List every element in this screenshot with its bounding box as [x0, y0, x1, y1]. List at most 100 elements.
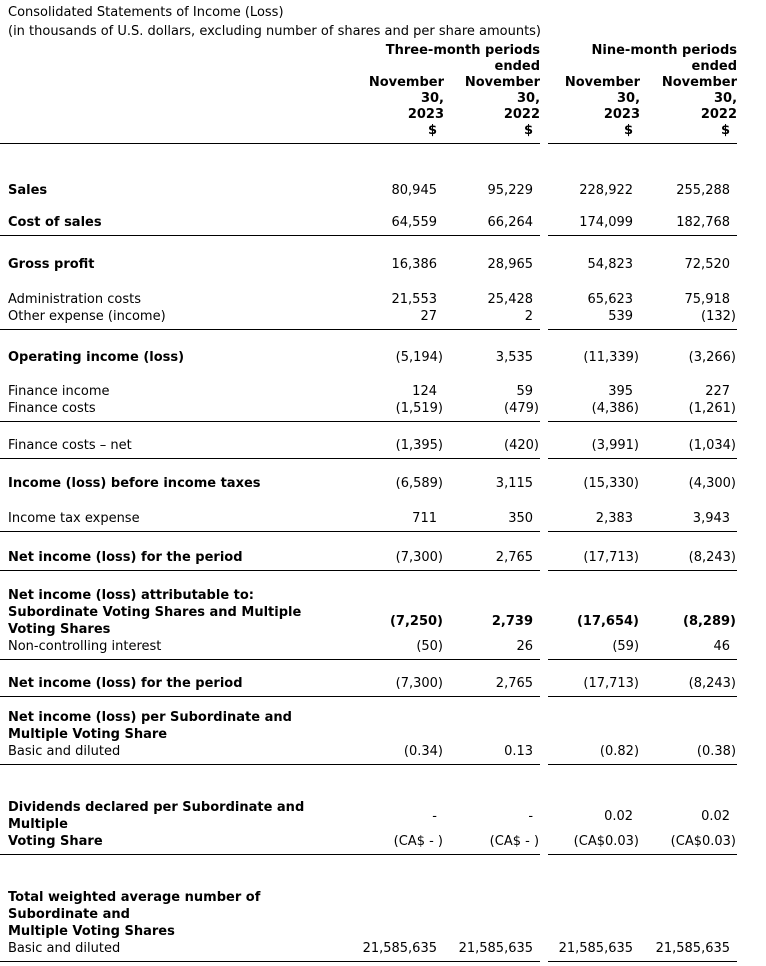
value-text: (7,300)	[395, 550, 443, 565]
value-cell: (1,519)	[346, 400, 444, 422]
value-cell: (50)	[346, 638, 444, 660]
value-cell: 75,918	[640, 291, 737, 308]
value-text: (4,386)	[591, 401, 640, 416]
value-text: 25,428	[487, 292, 534, 307]
column-gap	[540, 182, 548, 199]
row-label-line: Total weighted average number of	[8, 890, 261, 905]
column-gap	[540, 940, 548, 962]
value-text: (1,519)	[395, 401, 443, 416]
column-date-header: 30,	[420, 91, 444, 106]
value-text: 174,099	[579, 215, 634, 230]
value-text: (1,395)	[395, 438, 443, 453]
row-label-line: Administration costs	[8, 292, 142, 307]
row-label: Non-controlling interest	[0, 638, 346, 660]
column-date-header: 2022	[503, 107, 541, 122]
column-date-header: 30,	[516, 91, 541, 106]
row-spacer-cell	[0, 144, 737, 183]
row-label: Basic and diluted	[0, 743, 346, 765]
value-text: 46	[713, 639, 731, 654]
value-cell: -	[444, 799, 540, 833]
value-text: 21,585,635	[655, 941, 731, 956]
table-row: Net income (loss) for the period (7,300) 2…	[0, 549, 738, 571]
value-cell: 2,765	[444, 549, 541, 571]
column-gap	[540, 91, 548, 107]
value-text: (132)	[701, 309, 737, 324]
row-label: Finance costs – net	[0, 437, 346, 459]
row-label-line: Dividends declared per Subordinate and	[8, 800, 305, 815]
column-gap	[540, 43, 548, 59]
value-cell	[640, 889, 737, 940]
value-cell: 182,768	[640, 214, 738, 236]
row-label	[0, 43, 346, 59]
row-label	[0, 59, 346, 75]
value-cell: (17,654)	[548, 604, 640, 638]
row-spacer	[0, 273, 737, 291]
value-cell: 3,115	[444, 475, 540, 492]
row-spacer	[0, 660, 737, 676]
column-gap	[540, 308, 548, 330]
value-text: (8,289)	[683, 613, 737, 629]
value-text: 227	[705, 384, 731, 399]
value-cell: 66,264	[444, 214, 541, 236]
currency-header-row: $ $ $ $	[0, 123, 738, 144]
column-gap	[540, 638, 548, 660]
value-cell: 0.02	[548, 799, 640, 833]
value-text: 28,965	[487, 257, 534, 272]
value-cell: 27	[346, 308, 444, 330]
table-row: Income tax expense 711 350 2,383 3,943	[0, 510, 738, 532]
value-cell: 227	[640, 383, 737, 400]
value-cell: (CA$ - )	[346, 833, 444, 855]
row-label: Sales	[0, 182, 346, 199]
column-date-header: November	[464, 75, 541, 90]
value-cell: 174,099	[548, 214, 641, 236]
value-text: (5,194)	[395, 350, 443, 365]
row-spacer	[0, 855, 737, 890]
value-cell	[548, 709, 640, 743]
row-label: Net income (loss) for the period	[0, 549, 346, 571]
value-text: 95,229	[487, 183, 534, 198]
value-text: 228,922	[579, 183, 634, 198]
value-cell: 3,943	[640, 510, 738, 532]
value-cell: 21,585,635	[548, 940, 641, 962]
row-spacer	[0, 199, 737, 214]
table-row: Cost of sales 64,559 66,264 174,099 182,768	[0, 214, 738, 236]
value-text: (11,339)	[583, 350, 640, 365]
table-row: Net income (loss) for the period (7,300) 2…	[0, 675, 738, 697]
row-label-line: Basic and diluted	[8, 941, 121, 956]
value-text: (15,330)	[583, 476, 640, 491]
column-gap	[540, 709, 548, 743]
row-label: Finance income	[0, 383, 346, 400]
value-cell: (59)	[548, 638, 641, 660]
row-spacer-cell	[0, 765, 737, 800]
value-cell: 350	[444, 510, 541, 532]
column-date-header: November	[368, 75, 444, 90]
value-cell: (4,386)	[548, 400, 641, 422]
statement-header: Consolidated Statements of Income (Loss)…	[0, 3, 766, 41]
income-statement-table: Three-month periods Nine-month periods end…	[0, 43, 738, 962]
value-cell: (3,266)	[640, 349, 737, 366]
row-label: Income tax expense	[0, 510, 346, 532]
value-cell: 59	[444, 383, 540, 400]
value-text: 3,943	[692, 511, 731, 526]
value-cell: 95,229	[444, 182, 540, 199]
value-text: (1,261)	[688, 401, 737, 416]
income-statement-body: Three-month periods Nine-month periods end…	[0, 43, 738, 962]
value-text: 54,823	[587, 257, 634, 272]
row-label: Income (loss) before income taxes	[0, 475, 346, 492]
value-cell: 64,559	[346, 214, 444, 236]
value-cell	[444, 709, 540, 743]
column-gap	[540, 75, 548, 91]
row-label-line: Voting Shares	[8, 622, 111, 637]
value-cell: 21,585,635	[444, 940, 541, 962]
row-label-line: Net income (loss) for the period	[8, 550, 243, 565]
value-cell	[548, 889, 640, 940]
period-group-header-row: ended ended	[0, 59, 738, 75]
row-spacer	[0, 571, 737, 588]
table-row: Sales 80,945 95,229 228,922 255,288	[0, 182, 737, 199]
value-cell: 0.02	[640, 799, 737, 833]
column-gap	[540, 437, 548, 459]
value-cell: (17,713)	[548, 675, 641, 697]
row-label: Voting Share	[0, 833, 346, 855]
value-text: 350	[508, 511, 534, 526]
value-cell: 228,922	[548, 182, 640, 199]
